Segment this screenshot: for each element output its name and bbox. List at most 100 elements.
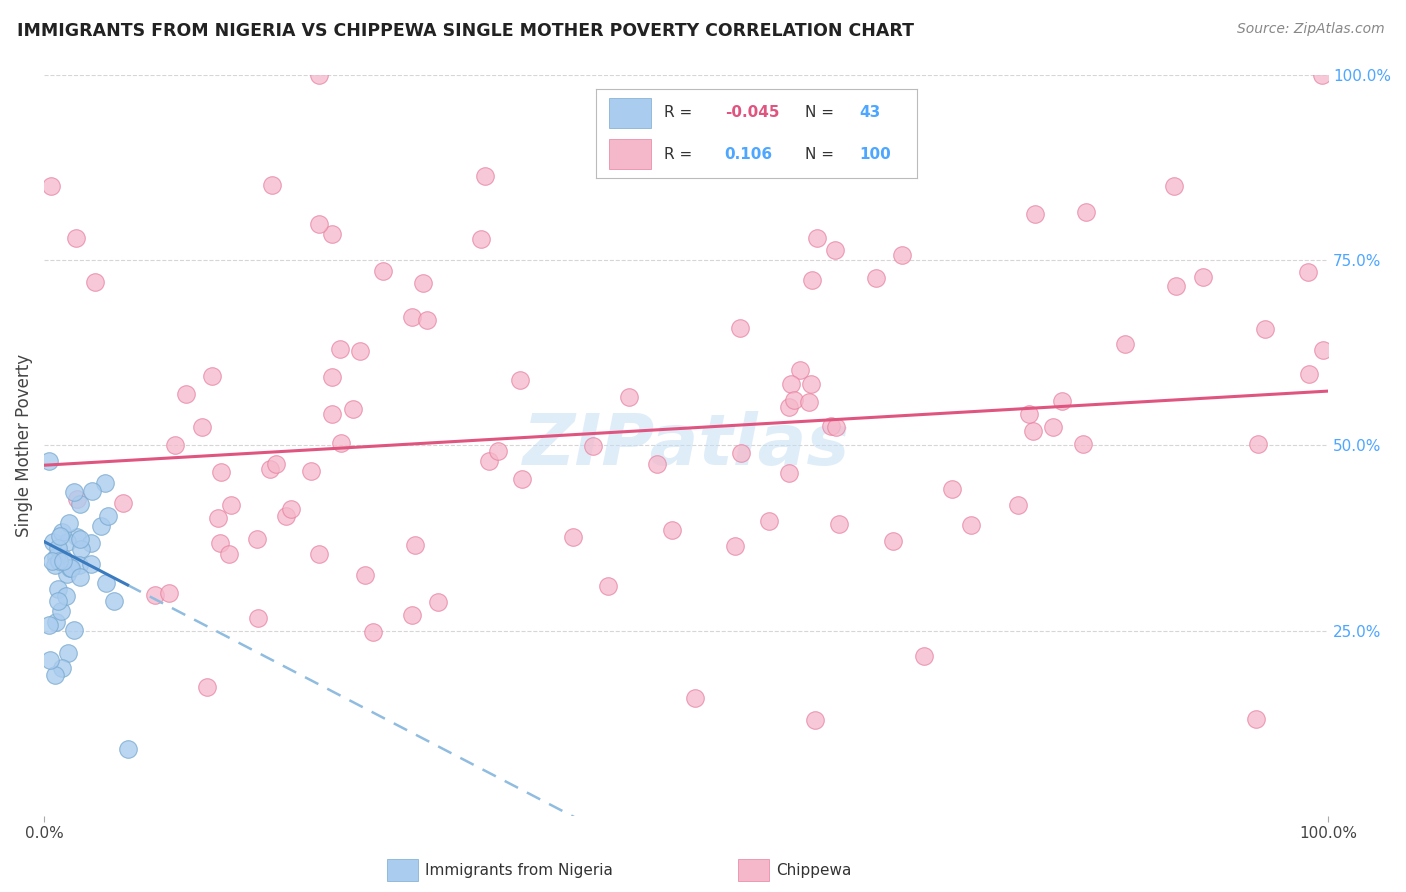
Point (70, 541, 93, 556)
Point (960, 518, 983, 533)
Point (259, 462, 281, 476)
Point (1298, 367, 1320, 381)
Point (404, 538, 426, 552)
Point (661, 524, 683, 538)
Point (401, 607, 423, 622)
Point (96, 576, 118, 591)
Point (1244, 712, 1267, 726)
Point (209, 536, 232, 550)
Point (157, 585, 180, 599)
Point (52, 551, 75, 566)
Point (596, 579, 619, 593)
Point (103, 594, 125, 608)
Point (342, 402, 364, 417)
Point (209, 465, 232, 479)
Point (1076, 204, 1098, 219)
Point (1191, 269, 1213, 284)
Point (48, 529, 70, 543)
Text: Source: ZipAtlas.com: Source: ZipAtlas.com (1237, 22, 1385, 37)
Point (111, 496, 134, 510)
Point (354, 568, 377, 582)
Point (470, 232, 492, 246)
Point (44, 558, 66, 572)
Point (264, 457, 287, 471)
Point (45, 615, 67, 630)
Point (163, 437, 186, 451)
Point (416, 312, 439, 326)
Point (308, 547, 330, 561)
Point (80, 558, 103, 572)
Point (94, 476, 117, 491)
Point (321, 227, 343, 242)
Point (797, 395, 820, 409)
Point (509, 374, 531, 388)
Point (486, 443, 509, 458)
Point (38, 454, 60, 468)
Point (46, 541, 69, 556)
Point (62, 624, 84, 638)
Point (349, 343, 371, 358)
Point (308, 68, 330, 82)
Point (201, 368, 224, 383)
Point (758, 514, 780, 528)
Point (176, 387, 198, 401)
Point (90, 519, 112, 533)
Point (207, 510, 229, 524)
Point (800, 377, 823, 392)
Point (67, 558, 90, 573)
Point (778, 466, 800, 480)
Point (1050, 393, 1073, 408)
Point (69, 570, 91, 584)
Point (117, 742, 139, 756)
Point (69, 532, 91, 546)
Point (51, 525, 73, 540)
Point (143, 588, 166, 602)
Point (56, 567, 79, 582)
Point (412, 276, 434, 290)
Point (1071, 437, 1094, 451)
Point (1022, 425, 1045, 439)
Point (478, 454, 501, 468)
Point (45, 549, 67, 564)
Point (329, 342, 352, 356)
Point (782, 393, 804, 408)
Point (55, 589, 77, 603)
Point (1166, 278, 1188, 293)
Point (361, 624, 384, 639)
Point (1114, 337, 1136, 351)
Point (730, 446, 752, 460)
Point (1042, 420, 1064, 434)
Point (561, 530, 583, 544)
Point (683, 691, 706, 706)
Point (865, 271, 887, 285)
Point (401, 310, 423, 325)
Point (39, 178, 62, 193)
Text: Chippewa: Chippewa (776, 863, 852, 878)
Point (59, 561, 82, 575)
Point (824, 244, 846, 258)
Point (820, 419, 842, 434)
Point (84, 275, 107, 289)
Point (80, 484, 103, 499)
Point (246, 532, 269, 546)
Point (246, 611, 269, 625)
Point (48, 554, 70, 568)
Point (46, 594, 69, 608)
Point (1007, 498, 1029, 512)
Point (582, 439, 605, 453)
Point (38, 618, 60, 632)
Point (52, 554, 75, 568)
Text: IMMIGRANTS FROM NIGERIA VS CHIPPEWA SINGLE MOTHER POVERTY CORRELATION CHART: IMMIGRANTS FROM NIGERIA VS CHIPPEWA SING… (17, 22, 914, 40)
Point (308, 217, 330, 231)
Point (41, 553, 63, 567)
Point (1310, 68, 1333, 82)
Point (329, 435, 352, 450)
Point (58, 516, 80, 530)
Point (1296, 265, 1319, 279)
Point (56, 646, 79, 660)
Point (39, 653, 62, 667)
Point (44, 668, 66, 682)
Point (1247, 436, 1270, 450)
Point (724, 540, 747, 554)
Point (645, 457, 668, 471)
